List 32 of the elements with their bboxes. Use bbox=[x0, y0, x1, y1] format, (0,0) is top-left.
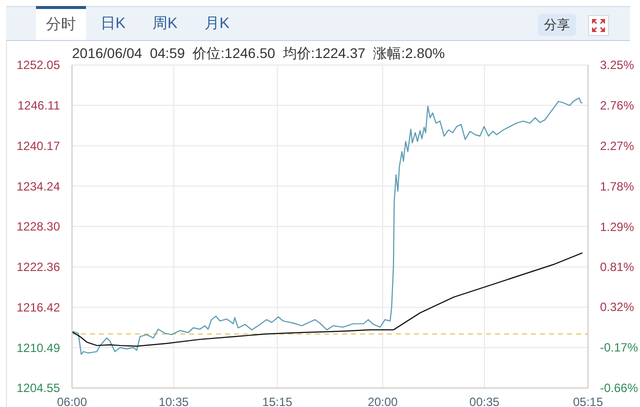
y2-tick-label: 0.32% bbox=[600, 300, 634, 314]
line-series bbox=[72, 252, 583, 347]
y2-tick-label: 0.81% bbox=[600, 260, 634, 274]
x-tick-label: 20:00 bbox=[368, 395, 398, 407]
x-tick-label: 15:15 bbox=[262, 395, 293, 407]
y-tick-label: 1210.49 bbox=[16, 340, 60, 355]
text: 日K bbox=[99, 14, 126, 34]
text: 分享 bbox=[538, 14, 576, 36]
y2-tick-label: -0.66% bbox=[600, 381, 638, 396]
y-tick-label: 1216.42 bbox=[16, 300, 60, 314]
line-series bbox=[72, 97, 583, 355]
y-tick-label: 1252.05 bbox=[16, 58, 60, 72]
text: 周K bbox=[151, 14, 178, 34]
y-tick-label: 1246.11 bbox=[18, 98, 60, 113]
y2-tick-label: 2.27% bbox=[600, 139, 634, 154]
y2-tick-label: 2.76% bbox=[600, 98, 634, 113]
x-tick-label: 06:00 bbox=[56, 395, 88, 407]
x-tick-label: 05:15 bbox=[572, 395, 604, 407]
chart-subtitle: 2016/06/04 04:59 价位:1246.50 均价:1224.37 涨幅:2.80% bbox=[72, 44, 445, 62]
y2-tick-label: 3.25% bbox=[600, 58, 634, 72]
y2-tick-label: -0.17% bbox=[600, 340, 638, 355]
x-tick-label: 00:35 bbox=[469, 395, 500, 407]
y-tick-label: 1228.30 bbox=[16, 220, 60, 234]
y2-tick-label: 1.78% bbox=[600, 180, 634, 194]
y-tick-label: 1234.24 bbox=[16, 179, 60, 194]
text: 分时 bbox=[36, 6, 86, 40]
x-tick-label: 10:35 bbox=[158, 395, 190, 407]
y2-tick-label: 1.29% bbox=[600, 220, 634, 234]
y-tick-label: 1240.17 bbox=[16, 138, 60, 153]
y-tick-label: 1222.36 bbox=[16, 260, 60, 274]
y-tick-label: 1204.55 bbox=[16, 381, 60, 396]
text: 月K bbox=[203, 14, 230, 34]
